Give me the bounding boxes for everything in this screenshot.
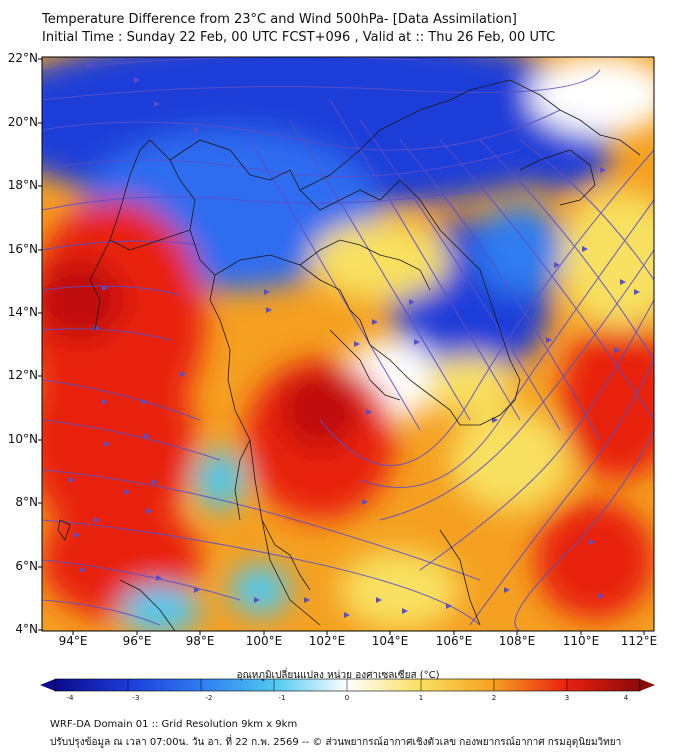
lon-label-110e: 110°E — [562, 634, 600, 648]
lat-label-4n: 4°N — [15, 622, 38, 636]
colorbar-tick: 0 — [344, 694, 350, 702]
lon-label-96e: 96°E — [122, 634, 152, 648]
chart-title: Temperature Difference from 23°C and Win… — [42, 12, 517, 27]
colorbar-tick: 2 — [491, 694, 497, 702]
colorbar-tick: -4 — [66, 694, 74, 702]
temperature-field — [42, 57, 654, 631]
colorbar-title: อุณหภูมิเปลี่ยนแปลง หน่วย องศาเซลเซียส (… — [236, 670, 440, 681]
colorbar-tick: 3 — [564, 694, 570, 702]
lon-label-108e: 108°E — [498, 634, 536, 648]
country-borders — [57, 79, 641, 631]
lat-label-16n: 16°N — [7, 242, 38, 256]
lon-label-104e: 104°E — [371, 634, 409, 648]
lon-label-94e: 94°E — [58, 634, 88, 648]
lon-label-112e: 112°E — [620, 634, 658, 648]
map-frame — [41, 56, 655, 632]
lon-label-106e: 106°E — [435, 634, 473, 648]
colorbar-tick: -2 — [205, 694, 213, 702]
lon-label-100e: 100°E — [245, 634, 283, 648]
wind-arrows — [69, 62, 640, 618]
lat-label-22n: 22°N — [7, 51, 38, 65]
lat-label-18n: 18°N — [7, 178, 38, 192]
lat-label-12n: 12°N — [7, 368, 38, 382]
colorbar-tick: 1 — [418, 694, 424, 702]
lat-label-6n: 6°N — [15, 559, 38, 573]
colorbar — [40, 678, 655, 692]
colorbar-tick: -1 — [278, 694, 286, 702]
lon-label-98e: 98°E — [185, 634, 215, 648]
axis-ticks — [38, 58, 645, 635]
chart-subtitle: Initial Time : Sunday 22 Feb, 00 UTC FCS… — [42, 30, 556, 45]
footer-credit: ปรับปรุงข้อมูล ณ เวลา 07:00น. วัน อา. ที… — [50, 737, 622, 748]
lat-label-8n: 8°N — [15, 495, 38, 509]
lat-label-20n: 20°N — [7, 115, 38, 129]
lat-label-10n: 10°N — [7, 432, 38, 446]
footer-model-info: WRF-DA Domain 01 :: Grid Resolution 9km … — [50, 719, 298, 730]
colorbar-tick: -3 — [132, 694, 140, 702]
lon-label-102e: 102°E — [308, 634, 346, 648]
lat-label-14n: 14°N — [7, 305, 38, 319]
colorbar-tick: 4 — [623, 694, 629, 702]
